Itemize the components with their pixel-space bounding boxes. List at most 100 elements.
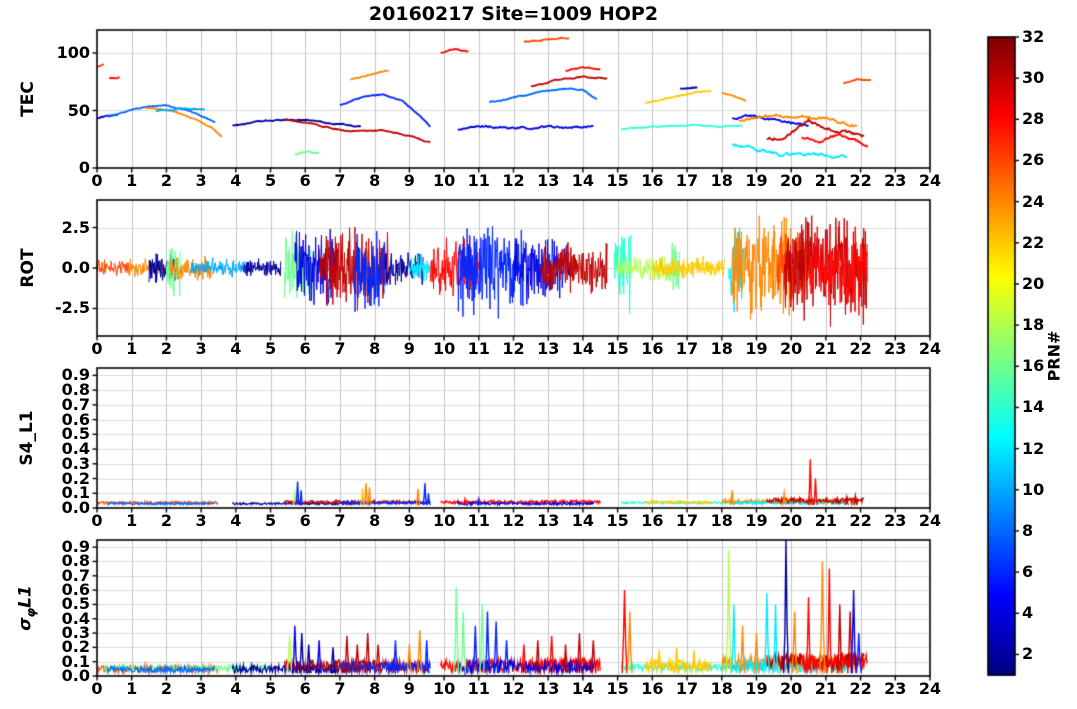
x-tick-label: 10 xyxy=(432,339,456,358)
x-tick-label: 19 xyxy=(745,171,768,190)
x-tick-label: 2 xyxy=(160,171,172,190)
x-tick-label: 1 xyxy=(126,171,138,190)
x-tick-label: 4 xyxy=(230,679,242,698)
x-tick-label: 18 xyxy=(710,511,733,530)
y-tick-label: 0 xyxy=(78,158,90,177)
x-tick-label: 18 xyxy=(710,679,733,698)
x-tick-label: 21 xyxy=(814,679,838,698)
x-tick-label: 22 xyxy=(849,171,872,190)
y-tick-label: 0.1 xyxy=(61,483,90,503)
x-tick-label: 9 xyxy=(403,511,415,530)
x-tick-label: 3 xyxy=(195,511,207,530)
colorbar-tick-label: 32 xyxy=(1022,27,1045,46)
x-tick-label: 11 xyxy=(467,339,490,358)
x-tick-label: 14 xyxy=(571,679,595,698)
x-tick-label: 3 xyxy=(195,339,207,358)
x-tick-label: 10 xyxy=(432,511,456,530)
x-tick-label: 15 xyxy=(606,511,629,530)
x-tick-label: 17 xyxy=(675,339,699,358)
x-tick-label: 17 xyxy=(675,171,699,190)
x-tick-label: 3 xyxy=(195,171,207,190)
y-tick-label: 0.8 xyxy=(61,551,90,571)
x-tick-label: 15 xyxy=(606,171,629,190)
x-tick-label: 10 xyxy=(432,679,456,698)
y-tick-label: 0.3 xyxy=(61,453,90,473)
x-tick-label: 18 xyxy=(710,171,733,190)
y-tick-label: 50 xyxy=(67,100,90,120)
x-tick-label: 20 xyxy=(780,511,803,530)
x-tick-label: 6 xyxy=(299,171,311,190)
x-tick-label: 6 xyxy=(299,679,311,698)
colorbar-tick-label: 2 xyxy=(1022,644,1034,664)
x-tick-label: 12 xyxy=(502,511,525,530)
x-tick-label: 23 xyxy=(884,171,907,190)
x-tick-label: 23 xyxy=(884,679,907,698)
x-tick-label: 2 xyxy=(160,511,172,530)
chart-title: 20160217 Site=1009 HOP2 xyxy=(368,3,659,25)
y-tick-label: 0.9 xyxy=(61,365,90,385)
x-tick-label: 21 xyxy=(814,511,838,530)
x-tick-label: 19 xyxy=(745,339,768,358)
y-tick-label: -2.5 xyxy=(55,298,90,318)
colorbar-tick-label: 26 xyxy=(1022,150,1045,170)
y-tick-label: 0.6 xyxy=(61,409,90,429)
y-tick-label: 0.9 xyxy=(61,537,90,557)
x-tick-label: 0 xyxy=(91,339,103,358)
colorbar-tick-label: 14 xyxy=(1022,397,1045,417)
x-tick-label: 2 xyxy=(160,679,172,698)
x-tick-label: 14 xyxy=(571,171,595,190)
x-tick-label: 17 xyxy=(675,679,699,698)
l1-suffix: L1 xyxy=(15,585,36,608)
x-tick-label: 5 xyxy=(264,171,277,190)
colorbar-tick-label: 18 xyxy=(1022,315,1045,335)
y-tick-label: 0.7 xyxy=(61,565,90,585)
x-tick-label: 4 xyxy=(230,171,242,190)
y-tick-label: 0.0 xyxy=(61,666,90,685)
y-tick-label: 0.5 xyxy=(61,594,90,614)
x-tick-label: 16 xyxy=(641,679,664,698)
x-tick-label: 22 xyxy=(849,511,872,530)
y-tick-label: 0.0 xyxy=(61,498,90,517)
x-tick-label: 20 xyxy=(780,339,803,358)
x-tick-label: 0 xyxy=(91,679,103,698)
x-tick-label: 16 xyxy=(641,339,664,358)
colorbar-tick-label: 12 xyxy=(1022,438,1045,458)
x-tick-label: 4 xyxy=(230,511,242,530)
x-tick-label: 12 xyxy=(502,171,525,190)
y-tick-label: 2.5 xyxy=(61,217,90,237)
x-tick-label: 0 xyxy=(91,171,103,190)
x-tick-label: 19 xyxy=(745,511,768,530)
colorbar-tick-label: 16 xyxy=(1022,356,1045,376)
x-tick-label: 2 xyxy=(160,339,172,358)
colorbar-tick-label: 8 xyxy=(1022,520,1034,540)
y-tick-label: 0.2 xyxy=(61,637,90,657)
x-tick-label: 14 xyxy=(571,339,595,358)
x-tick-label: 12 xyxy=(502,679,525,698)
x-tick-label: 17 xyxy=(675,511,699,530)
x-tick-label: 24 xyxy=(918,339,942,358)
x-tick-label: 3 xyxy=(195,679,207,698)
x-tick-label: 4 xyxy=(230,339,242,358)
colorbar-label: PRN# xyxy=(1044,330,1064,382)
x-tick-label: 0 xyxy=(91,511,103,530)
colorbar-tick-label: 24 xyxy=(1022,191,1045,211)
x-tick-label: 16 xyxy=(641,171,664,190)
colorbar-tick-label: 20 xyxy=(1022,273,1045,293)
x-tick-label: 11 xyxy=(467,679,490,698)
y-tick-label: 0.0 xyxy=(61,258,90,277)
x-tick-label: 13 xyxy=(537,339,560,358)
ylabel-s4-l1: S4_L1 xyxy=(16,410,37,466)
x-tick-label: 22 xyxy=(849,679,872,698)
x-tick-label: 6 xyxy=(299,511,311,530)
x-tick-label: 5 xyxy=(264,339,277,358)
x-tick-label: 15 xyxy=(606,679,629,698)
x-tick-label: 5 xyxy=(264,511,277,530)
colorbar-tick-label: 22 xyxy=(1022,232,1045,252)
colorbar-tick-label: 28 xyxy=(1022,109,1045,129)
x-tick-label: 13 xyxy=(537,679,560,698)
x-tick-label: 8 xyxy=(369,339,381,358)
x-tick-label: 21 xyxy=(814,339,838,358)
colorbar-tick-label: 10 xyxy=(1022,479,1045,499)
x-tick-label: 1 xyxy=(126,679,138,698)
